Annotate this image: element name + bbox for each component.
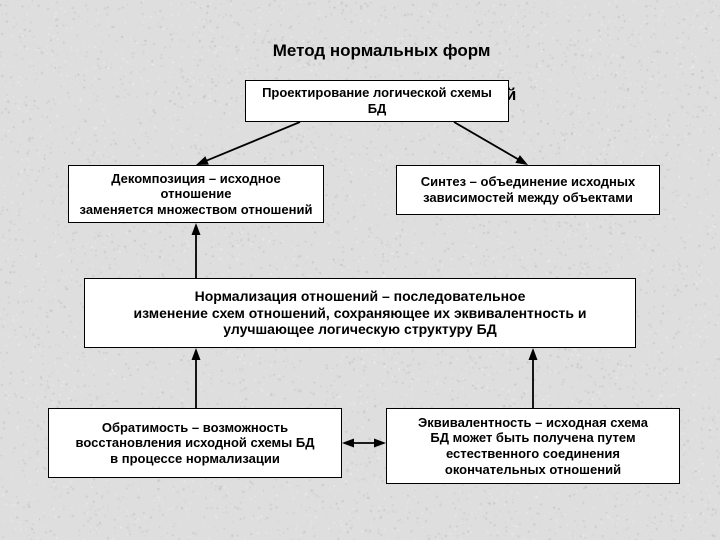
box-equiv-text: Эквивалентность – исходная схемаБД может… [418,415,648,477]
box-synth-text: Синтез – объединение исходныхзависимосте… [421,174,635,205]
diagram-stage: Метод нормальных форм Цель нормализации … [0,0,720,540]
box-equivalence: Эквивалентность – исходная схемаБД может… [386,408,680,484]
box-reversibility: Обратимость – возможностьвосстановления … [48,408,342,478]
box-decomposition: Декомпозиция – исходноеотношениезаменяет… [68,165,324,223]
box-decomp-text: Декомпозиция – исходноеотношениезаменяет… [80,171,313,218]
box-normalization: Нормализация отношений – последовательно… [84,278,636,348]
box-norm-text: Нормализация отношений – последовательно… [134,288,587,338]
box-root: Проектирование логической схемыБД [245,80,509,122]
title-line-1: Метод нормальных форм [273,41,491,60]
box-revers-text: Обратимость – возможностьвосстановления … [76,420,315,467]
box-root-text: Проектирование логической схемыБД [262,85,492,116]
box-synthesis: Синтез – объединение исходныхзависимосте… [396,165,660,215]
